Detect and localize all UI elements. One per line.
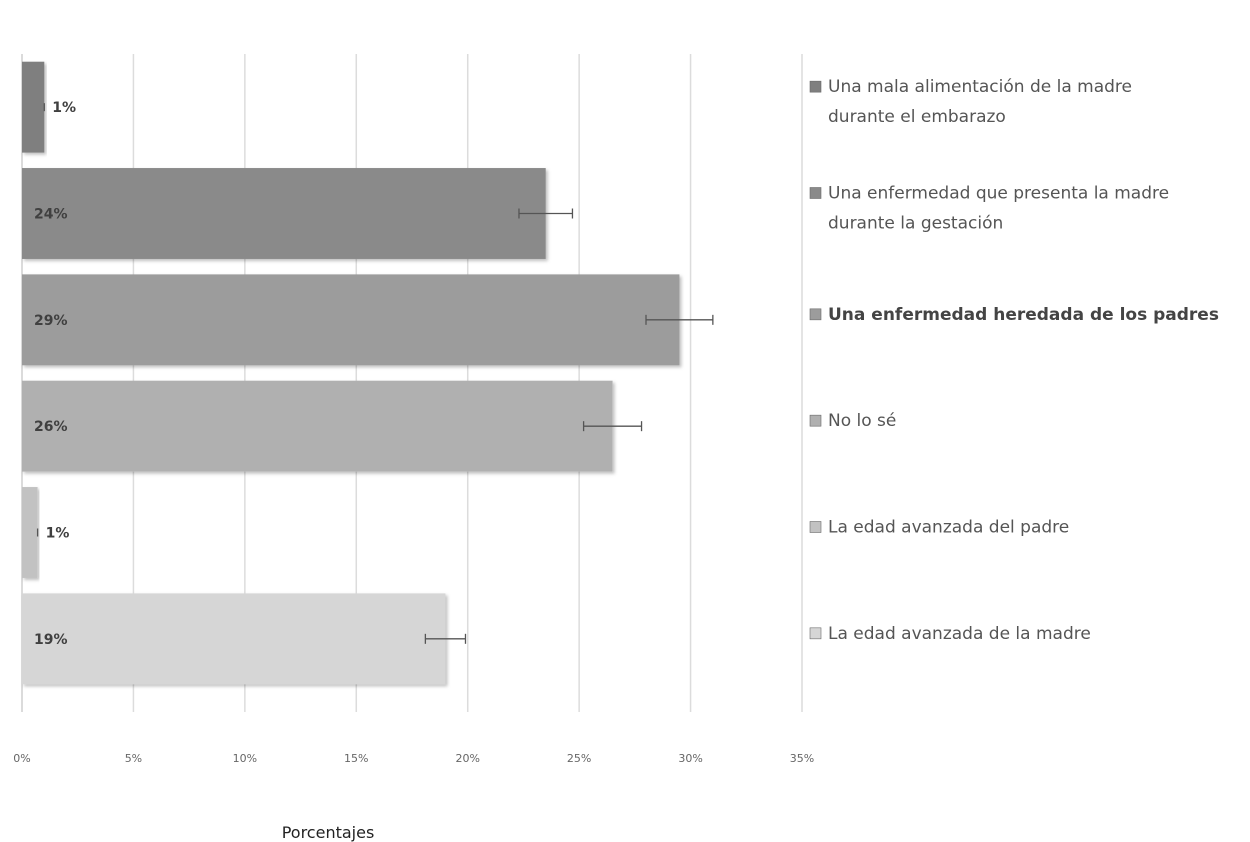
x-tick-label: 15% — [344, 752, 368, 765]
x-tick-label: 5% — [125, 752, 142, 765]
bar — [22, 274, 680, 366]
x-tick-label: 10% — [233, 752, 257, 765]
legend-swatch — [809, 521, 822, 533]
x-tick-label: 20% — [455, 752, 479, 765]
legend-label: Una enfermedad heredada de los padres — [828, 305, 1219, 325]
x-tick-labels: 0% 5% 10% 15% 20% 25% 30% 35% — [13, 752, 814, 765]
data-label: 29% — [34, 313, 68, 329]
legend-label: Una mala alimentación de la madre — [828, 77, 1132, 97]
bar — [22, 168, 546, 259]
x-tick-label: 0% — [13, 752, 30, 765]
legend-label: La edad avanzada de la madre — [828, 624, 1091, 644]
legend: Una mala alimentación de la madre durante… — [809, 77, 1219, 644]
bar — [22, 380, 613, 472]
legend-swatch — [809, 187, 822, 199]
legend-label: Una enfermedad que presenta la madre — [828, 184, 1169, 204]
legend-swatch — [809, 80, 822, 93]
legend-label: durante el embarazo — [828, 107, 1006, 127]
bar — [22, 487, 38, 578]
legend-swatch — [809, 627, 822, 640]
legend-label: La edad avanzada del padre — [828, 518, 1069, 538]
data-label: 1% — [46, 526, 70, 542]
legend-label: No lo sé — [828, 411, 896, 431]
bars-group: 1% 24% 29% 26% 1% 19% — [22, 61, 714, 685]
data-label: 24% — [34, 207, 68, 223]
bar — [22, 593, 446, 685]
x-tick-label: 30% — [678, 752, 702, 765]
bar — [22, 61, 45, 153]
x-tick-label: 35% — [790, 752, 814, 765]
x-tick-label: 25% — [567, 752, 591, 765]
data-label: 19% — [34, 632, 68, 648]
x-axis-title: Porcentajes — [282, 823, 375, 842]
legend-label: durante la gestación — [828, 214, 1003, 234]
data-label: 1% — [52, 100, 76, 116]
data-label: 26% — [34, 419, 68, 435]
legend-swatch — [809, 414, 822, 427]
legend-swatch — [809, 308, 822, 321]
